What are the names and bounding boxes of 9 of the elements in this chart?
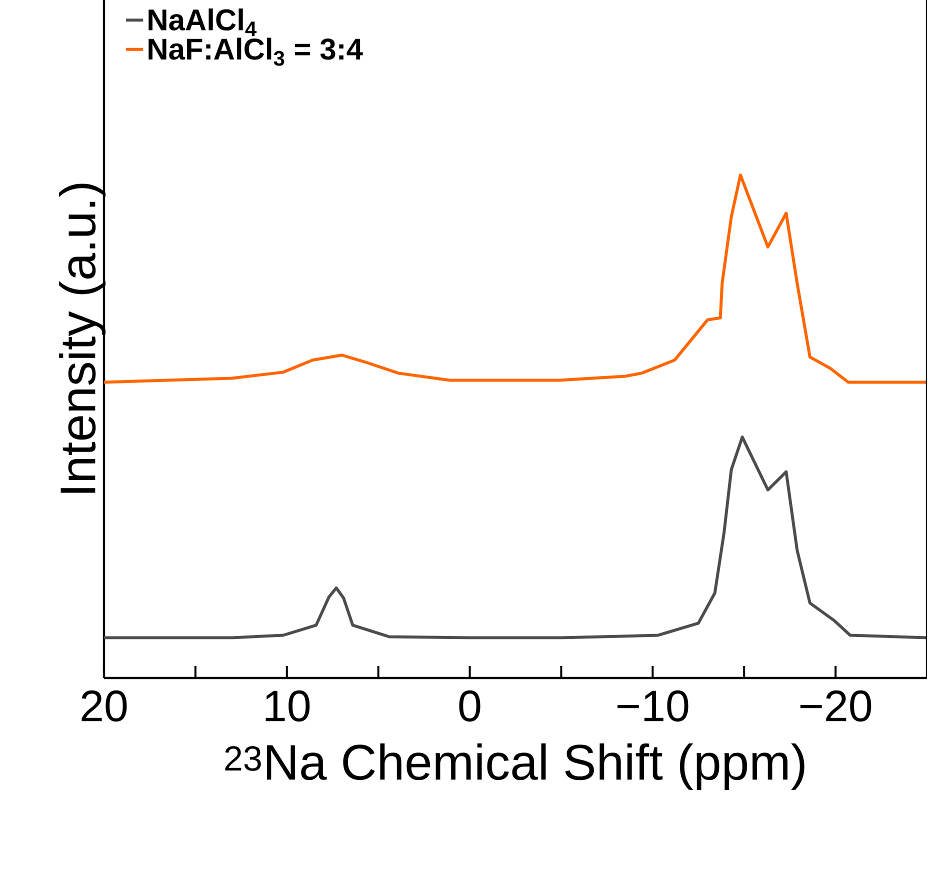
x-tick-label: 10	[266, 690, 310, 722]
x-tick-label: −10	[618, 690, 688, 722]
x-tick-label: −20	[800, 690, 872, 722]
y-axis-title: Intensity (a.u.)	[58, 184, 106, 493]
x-axis-title: $^{23}$Na Chemical Shift (ppm)	[225, 743, 804, 790]
x-tick-label: 0	[459, 690, 480, 722]
legend-label: NaF:AlCl$_{3}$ = 3:4	[148, 38, 363, 66]
x-tick-label: 20	[82, 690, 127, 722]
legend-label: NaAlCl$_{4}$	[148, 8, 257, 36]
